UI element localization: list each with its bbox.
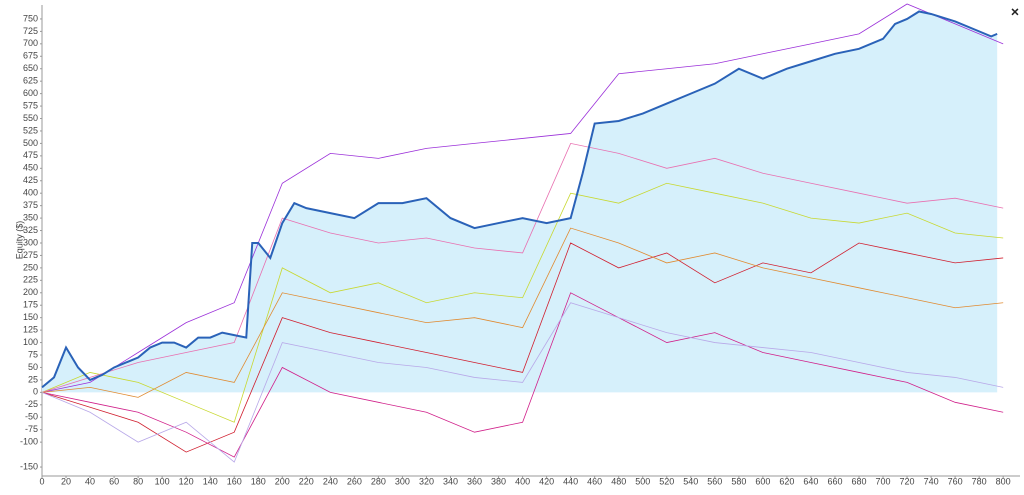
x-tick-label: 560 — [707, 476, 722, 486]
y-tick-label: 475 — [23, 150, 38, 160]
x-tick-label: 200 — [275, 476, 290, 486]
x-tick-label: 260 — [347, 476, 362, 486]
x-tick-label: 0 — [39, 476, 44, 486]
y-tick-label: 375 — [23, 200, 38, 210]
x-tick-label: 140 — [203, 476, 218, 486]
y-tick-label: 125 — [23, 324, 38, 334]
y-tick-label: 450 — [23, 163, 38, 173]
y-tick-label: 50 — [28, 362, 38, 372]
equity-line — [41, 3, 1004, 393]
x-tick-label: 360 — [467, 476, 482, 486]
x-tick-label: 800 — [996, 476, 1011, 486]
x-tick-label: 700 — [876, 476, 891, 486]
x-tick-label: 500 — [635, 476, 650, 486]
x-tick-label: 640 — [803, 476, 818, 486]
x-tick-label: 40 — [85, 476, 95, 486]
equity-line — [41, 302, 1004, 463]
x-tick-label: 580 — [731, 476, 746, 486]
x-tick-label: 440 — [563, 476, 578, 486]
equity-line — [41, 10, 998, 389]
x-tick-label: 740 — [924, 476, 939, 486]
y-tick-label: 500 — [23, 138, 38, 148]
y-tick-label: 275 — [23, 250, 38, 260]
x-tick-label: 320 — [419, 476, 434, 486]
y-tick-label: -25 — [25, 399, 38, 409]
y-tick-label: -50 — [25, 412, 38, 422]
y-tick-label: 550 — [23, 113, 38, 123]
y-tick-label: 150 — [23, 312, 38, 322]
equity-area — [42, 11, 998, 393]
x-tick-label: 480 — [611, 476, 626, 486]
x-tick-label: 300 — [395, 476, 410, 486]
x-tick-label: 340 — [443, 476, 458, 486]
x-tick-label: 20 — [61, 476, 71, 486]
x-tick-label: 380 — [491, 476, 506, 486]
y-tick-label: -150 — [20, 461, 38, 471]
y-tick-label: 75 — [28, 349, 38, 359]
equity-line — [41, 292, 1004, 458]
x-tick-label: 760 — [948, 476, 963, 486]
x-tick-label: 660 — [827, 476, 842, 486]
y-tick-label: 350 — [23, 212, 38, 222]
x-tick-label: 120 — [179, 476, 194, 486]
equity-line — [41, 227, 1004, 398]
x-tick-label: 240 — [323, 476, 338, 486]
y-tick-label: 600 — [23, 88, 38, 98]
y-tick-label: 650 — [23, 63, 38, 73]
x-tick-label: 220 — [299, 476, 314, 486]
x-tick-label: 600 — [755, 476, 770, 486]
x-tick-label: 540 — [683, 476, 698, 486]
y-axis-label: Equity ($) — [14, 221, 24, 260]
y-tick-label: 725 — [23, 26, 38, 36]
equity-line — [41, 242, 1004, 453]
equity-line — [41, 182, 1004, 423]
y-tick-label: 200 — [23, 287, 38, 297]
y-tick-label: 625 — [23, 76, 38, 86]
y-tick-label: 425 — [23, 175, 38, 185]
y-tick-label: 225 — [23, 275, 38, 285]
x-tick-label: 420 — [539, 476, 554, 486]
y-tick-label: 400 — [23, 188, 38, 198]
x-tick-label: 80 — [133, 476, 143, 486]
y-tick-label: 250 — [23, 262, 38, 272]
y-tick-label: 750 — [23, 13, 38, 23]
y-tick-label: 100 — [23, 337, 38, 347]
x-tick-label: 720 — [900, 476, 915, 486]
x-tick-label: 520 — [659, 476, 674, 486]
x-tick-label: 280 — [371, 476, 386, 486]
y-tick-label: 675 — [23, 51, 38, 61]
y-tick-label: 700 — [23, 38, 38, 48]
y-tick-label: 525 — [23, 125, 38, 135]
x-tick-label: 400 — [515, 476, 530, 486]
y-tick-label: 575 — [23, 100, 38, 110]
y-tick-label: -100 — [20, 437, 38, 447]
x-tick-label: 620 — [779, 476, 794, 486]
y-tick-label: 300 — [23, 237, 38, 247]
close-button[interactable]: × — [1011, 4, 1019, 20]
x-tick-label: 460 — [587, 476, 602, 486]
y-tick-label: 175 — [23, 300, 38, 310]
y-tick-label: 0 — [33, 387, 38, 397]
y-tick-label: -75 — [25, 424, 38, 434]
x-tick-label: 60 — [109, 476, 119, 486]
equity-line — [41, 142, 1004, 393]
y-tick-label: 325 — [23, 225, 38, 235]
x-tick-label: 780 — [972, 476, 987, 486]
x-tick-label: 160 — [227, 476, 242, 486]
x-tick-label: 680 — [851, 476, 866, 486]
y-tick-label: 25 — [28, 374, 38, 384]
plot — [41, 3, 1004, 463]
x-tick-label: 100 — [155, 476, 170, 486]
x-tick-label: 180 — [251, 476, 266, 486]
